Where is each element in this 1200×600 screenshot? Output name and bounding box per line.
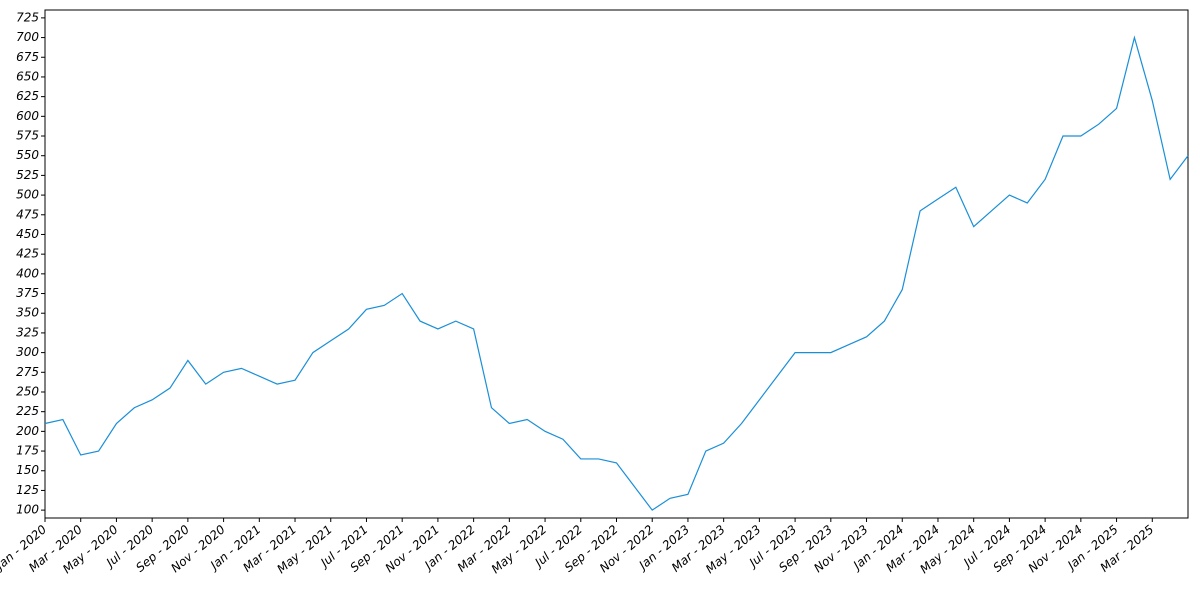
y-tick-label: 450 [16, 227, 39, 241]
y-tick-label: 475 [16, 207, 39, 221]
y-tick-label: 425 [16, 247, 39, 261]
y-tick-label: 700 [16, 30, 39, 44]
price-line [44, 35, 1189, 511]
y-tick-label: 400 [16, 266, 39, 280]
y-tick-label: 600 [16, 109, 39, 123]
y-tick-label: 625 [16, 89, 39, 103]
y-tick-label: 325 [16, 325, 39, 339]
y-tick-label: 650 [16, 69, 39, 83]
y-tick-label: 250 [16, 384, 39, 398]
y-tick-label: 100 [16, 503, 39, 517]
y-tick-label: 500 [16, 188, 39, 202]
y-tick-label: 725 [16, 10, 39, 24]
y-tick-label: 225 [16, 404, 39, 418]
y-tick-label: 525 [16, 168, 39, 182]
y-tick-label: 175 [16, 444, 39, 458]
y-tick-label: 575 [16, 129, 39, 143]
y-tick-label: 125 [16, 483, 39, 497]
y-tick-label: 550 [16, 148, 39, 162]
y-tick-label: 150 [16, 463, 39, 477]
y-tick-label: 275 [16, 365, 39, 379]
y-tick-label: 350 [16, 306, 39, 320]
y-tick-label: 675 [16, 50, 39, 64]
y-tick-label: 300 [16, 345, 39, 359]
plot-frame [44, 9, 1189, 519]
y-tick-label: 375 [16, 286, 39, 300]
y-tick-label: 200 [16, 424, 39, 438]
